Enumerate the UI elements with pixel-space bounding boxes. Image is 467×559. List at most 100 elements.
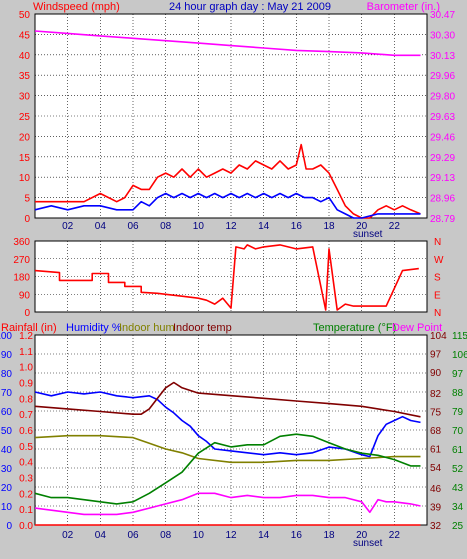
temp-tick-70: 70 — [452, 426, 464, 437]
indoor-tick-90: 90 — [430, 368, 442, 379]
wind-tick-20: 20 — [19, 132, 31, 143]
humidity-tick-70: 70 — [1, 388, 13, 399]
x-tick-upper-16: 16 — [291, 221, 303, 232]
x-tick-upper-08: 08 — [160, 221, 172, 232]
baro-tick-2: 29.13 — [430, 173, 455, 184]
baro-tick-4: 29.46 — [430, 132, 455, 143]
x-tick-lower-10: 10 — [193, 530, 205, 541]
indoor-temp-legend: Indoor temp — [173, 322, 232, 334]
dew-point-line — [34, 492, 421, 516]
rain-tick-10: 1.0 — [19, 363, 33, 374]
dir-tick-180: 180 — [13, 273, 30, 284]
humidity-tick-100: 100 — [0, 331, 12, 342]
compass-tick-3: E — [434, 290, 441, 301]
dir-tick-270: 270 — [13, 255, 30, 266]
baro-tick-0: 28.79 — [430, 214, 455, 225]
wind-tick-10: 10 — [19, 173, 31, 184]
rain-tick-8: 0.8 — [19, 394, 33, 405]
temp-tick-97: 97 — [452, 369, 464, 380]
baro-tick-3: 29.29 — [430, 153, 455, 164]
temp-tick-34: 34 — [452, 502, 464, 513]
indoor-tick-82: 82 — [430, 389, 442, 400]
dew-point-legend: Dew Point — [392, 322, 442, 334]
barometer-line — [34, 30, 421, 57]
sunset-label-lower: sunset — [353, 538, 383, 549]
x-tick-upper-14: 14 — [258, 221, 270, 232]
baro-tick-7: 29.96 — [430, 71, 455, 82]
compass-tick-1: W — [434, 255, 444, 266]
data-series — [34, 30, 421, 526]
humidity-tick-60: 60 — [1, 407, 13, 418]
rain-tick-7: 0.7 — [19, 410, 33, 421]
wind-tick-25: 25 — [19, 112, 31, 123]
wind-tick-5: 5 — [24, 194, 30, 205]
x-tick-upper-06: 06 — [127, 221, 139, 232]
rainfall-axis-title: Rainfall (in) — [1, 322, 57, 334]
humidity-tick-90: 90 — [1, 350, 13, 361]
windspeed-axis-title: Windspeed (mph) — [33, 1, 120, 13]
rain-tick-11: 1.1 — [19, 347, 33, 358]
dir-tick-90: 90 — [19, 290, 31, 301]
x-tick-upper-04: 04 — [95, 221, 107, 232]
rain-tick-5: 0.5 — [19, 442, 33, 453]
temp-tick-25: 25 — [452, 521, 464, 532]
x-tick-lower-06: 06 — [127, 530, 139, 541]
indoor-tick-97: 97 — [430, 349, 442, 360]
indoor-tick-61: 61 — [430, 444, 442, 455]
sunset-label-upper: sunset — [353, 229, 383, 240]
humidity--line — [34, 391, 421, 458]
compass-tick-4: N — [434, 308, 441, 319]
temp-tick-88: 88 — [452, 388, 464, 399]
compass-tick-0: N — [434, 237, 441, 248]
barometer-axis-title: Barometer (in.) — [367, 1, 440, 13]
indoor-tick-75: 75 — [430, 408, 442, 419]
temp-tick-43: 43 — [452, 483, 464, 494]
temperature-line — [34, 433, 421, 505]
wind-tick-15: 15 — [19, 153, 31, 164]
x-tick-lower-22: 22 — [389, 530, 401, 541]
humidity-tick-80: 80 — [1, 369, 13, 380]
indoor-temp-line — [34, 381, 421, 418]
temp-tick-52: 52 — [452, 464, 464, 475]
rain-tick-12: 1.2 — [19, 331, 33, 342]
indoor-tick-46: 46 — [430, 484, 442, 495]
x-tick-upper-12: 12 — [225, 221, 237, 232]
indoor-tick-32: 32 — [430, 521, 442, 532]
humidity-tick-50: 50 — [1, 426, 13, 437]
baro-tick-5: 29.63 — [430, 112, 455, 123]
humidity-tick-30: 30 — [1, 464, 13, 475]
indoor-tick-104: 104 — [430, 331, 447, 342]
temp-tick-79: 79 — [452, 407, 464, 418]
x-tick-upper-20: 20 — [356, 221, 368, 232]
x-tick-upper-22: 22 — [389, 221, 401, 232]
x-tick-lower-08: 08 — [160, 530, 172, 541]
x-tick-lower-12: 12 — [225, 530, 237, 541]
humidity-tick-10: 10 — [1, 502, 13, 513]
indoor-hum-legend: Indoor hum — [119, 322, 175, 334]
humidity-tick-0: 0 — [6, 521, 12, 532]
indoor-tick-68: 68 — [430, 426, 442, 437]
x-tick-lower-14: 14 — [258, 530, 270, 541]
graph-title: 24 hour graph day : May 21 2009 — [169, 1, 331, 13]
dir-tick-0: 0 — [24, 308, 30, 319]
wind-tick-30: 30 — [19, 92, 31, 103]
dir-tick-360: 360 — [13, 237, 30, 248]
wind-tick-0: 0 — [24, 214, 30, 225]
rain-tick-9: 0.9 — [19, 379, 33, 390]
wind-direction-line — [34, 244, 419, 311]
compass-tick-2: S — [434, 273, 441, 284]
humidity-tick-40: 40 — [1, 445, 13, 456]
wind-tick-45: 45 — [19, 30, 31, 41]
baro-tick-10: 30.47 — [430, 10, 455, 21]
rain-tick-3: 0.3 — [19, 474, 33, 485]
temp-tick-61: 61 — [452, 445, 464, 456]
indoor-tick-54: 54 — [430, 463, 442, 474]
humidity-legend: Humidity % — [66, 322, 122, 334]
baro-tick-1: 28.96 — [430, 194, 455, 205]
temperature-axis-title: Temperature (°F) — [313, 322, 396, 334]
x-tick-lower-16: 16 — [291, 530, 303, 541]
humidity-tick-20: 20 — [1, 483, 13, 494]
wind-tick-50: 50 — [19, 10, 31, 21]
x-tick-lower-18: 18 — [323, 530, 335, 541]
